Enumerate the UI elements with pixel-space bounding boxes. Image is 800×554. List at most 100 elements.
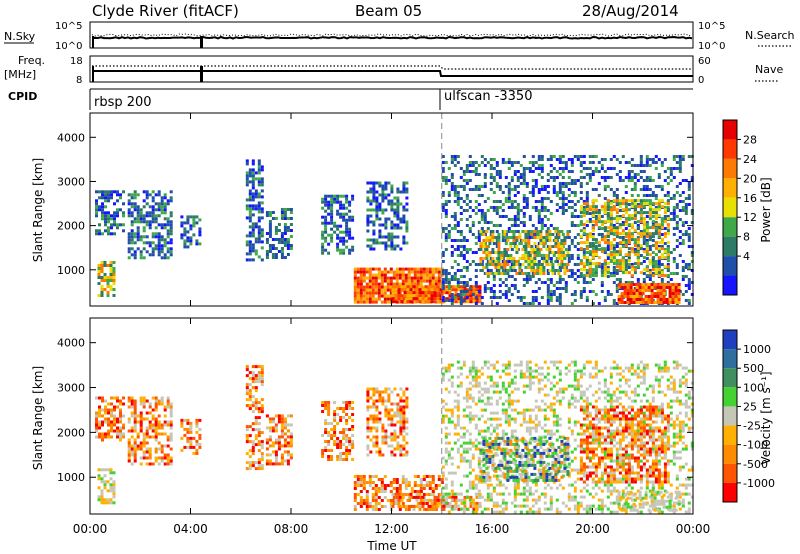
range-cell	[657, 223, 661, 227]
range-cell	[127, 202, 131, 206]
range-cell	[530, 230, 534, 233]
range-cell	[421, 300, 425, 304]
range-cell	[183, 245, 187, 249]
range-cell	[351, 446, 355, 449]
range-cell	[597, 220, 601, 224]
range-cell	[612, 256, 616, 260]
range-cell	[384, 414, 388, 418]
range-cell	[591, 170, 595, 173]
range-cell	[444, 459, 448, 463]
range-cell	[450, 158, 454, 161]
range-cell	[531, 194, 535, 197]
range-cell	[665, 286, 669, 289]
range-cell	[119, 411, 122, 415]
range-cell	[280, 256, 284, 259]
range-cell	[441, 296, 445, 299]
range-cell	[198, 436, 202, 440]
range-cell	[418, 501, 422, 505]
range-cell	[506, 263, 510, 266]
range-cell	[444, 426, 448, 430]
range-cell	[245, 162, 249, 166]
range-cell	[251, 168, 255, 172]
range-cell	[407, 282, 411, 286]
range-cell	[674, 286, 678, 289]
range-cell	[456, 194, 460, 197]
range-cell	[166, 438, 170, 442]
range-cell	[390, 420, 394, 424]
range-cell	[148, 244, 152, 248]
range-cell	[116, 214, 119, 218]
range-cell	[558, 302, 562, 305]
range-cell	[624, 259, 628, 263]
range-cell	[151, 205, 155, 209]
range-cell	[324, 227, 328, 231]
range-cell	[555, 287, 559, 290]
range-cell	[573, 182, 577, 185]
range-cell	[651, 251, 655, 254]
range-cell	[402, 220, 406, 224]
range-cell	[348, 209, 352, 213]
range-cell	[633, 188, 637, 191]
range-cell	[558, 296, 562, 299]
range-cell	[257, 180, 261, 184]
range-cell	[330, 194, 334, 198]
range-cell	[448, 504, 452, 508]
range-cell	[399, 220, 403, 224]
range-cell	[378, 181, 382, 185]
range-cell	[528, 167, 532, 170]
range-cell	[441, 209, 445, 212]
range-cell	[561, 206, 565, 209]
range-cell	[327, 434, 331, 437]
range-cell	[333, 425, 337, 428]
range-cell	[437, 273, 441, 277]
range-cell	[465, 266, 469, 269]
range-cell	[254, 422, 258, 426]
range-cell	[570, 206, 574, 209]
range-cell	[154, 232, 158, 236]
range-cell	[651, 239, 655, 242]
range-cell	[677, 292, 681, 295]
range-cell	[657, 241, 661, 245]
range-cell	[513, 161, 517, 164]
range-cell	[506, 254, 510, 257]
range-cell	[579, 191, 583, 194]
range-cell	[127, 399, 131, 403]
range-cell	[405, 226, 409, 230]
range-cell	[353, 508, 357, 511]
range-cell	[555, 194, 559, 197]
range-cell	[588, 208, 592, 212]
range-cell	[444, 486, 448, 490]
range-cell	[251, 395, 255, 399]
range-cell	[122, 423, 125, 427]
range-cell	[353, 496, 357, 499]
range-cell	[606, 205, 610, 209]
range-cell	[477, 164, 481, 167]
range-cell	[632, 301, 636, 304]
range-cell	[471, 188, 475, 191]
range-cell	[251, 159, 255, 163]
range-cell	[459, 167, 463, 170]
range-cell	[491, 230, 495, 233]
range-cell	[130, 238, 134, 242]
range-cell	[489, 164, 493, 167]
range-cell	[365, 481, 369, 484]
range-cell	[101, 190, 104, 194]
range-cell	[485, 251, 489, 254]
range-cell	[390, 244, 394, 248]
range-cell	[552, 188, 556, 191]
range-cell	[101, 196, 104, 200]
range-cell	[597, 248, 601, 251]
range-cell	[492, 167, 496, 170]
range-cell	[582, 281, 586, 284]
range-cell	[558, 155, 562, 158]
range-cell	[642, 238, 646, 242]
range-cell	[469, 294, 473, 298]
range-cell	[663, 256, 667, 260]
range-cell	[678, 194, 682, 197]
range-cell	[460, 498, 464, 502]
range-cell	[486, 275, 490, 278]
range-cell	[612, 224, 616, 227]
range-cell	[560, 248, 564, 251]
range-cell	[112, 282, 116, 285]
range-cell	[627, 235, 631, 239]
